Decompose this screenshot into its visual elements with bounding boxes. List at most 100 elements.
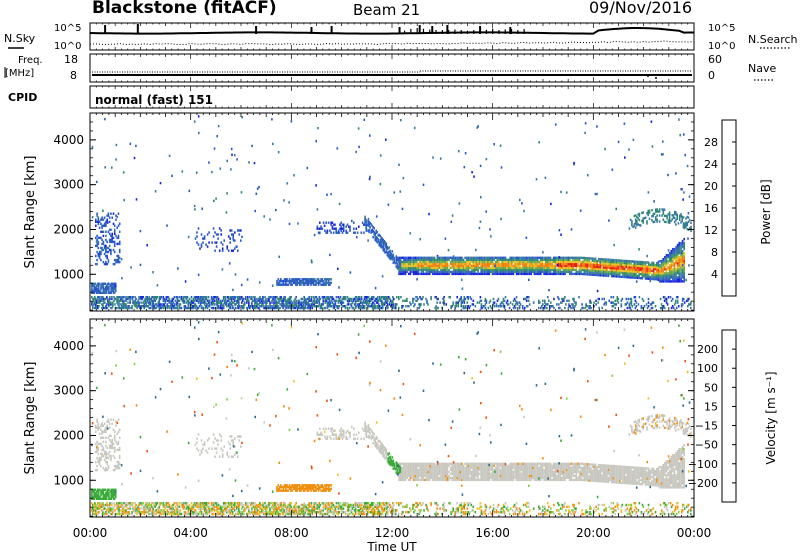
- date-label: 09/Nov/2016: [589, 0, 692, 17]
- heatmap-cell: [629, 276, 631, 278]
- heatmap-cell: [411, 463, 413, 465]
- heatmap-cell: [512, 303, 514, 305]
- heatmap-cell: [526, 257, 528, 259]
- heatmap-cell: [205, 243, 207, 245]
- heatmap-cell: [443, 300, 445, 302]
- heatmap-cell: [667, 272, 669, 274]
- heatmap-cell: [243, 298, 245, 300]
- heatmap-cell: [248, 161, 250, 163]
- heatmap-cell: [661, 260, 663, 262]
- heatmap-cell: [400, 257, 402, 259]
- heatmap-cell: [455, 261, 457, 263]
- heatmap-cell: [254, 296, 256, 298]
- heatmap-cell: [614, 259, 616, 261]
- heatmap-cell: [375, 305, 377, 307]
- heatmap-cell: [501, 257, 503, 259]
- heatmap-cell: [664, 276, 666, 278]
- heatmap-cell: [105, 235, 107, 237]
- heatmap-cell: [198, 227, 200, 229]
- heatmap-cell: [680, 242, 682, 244]
- heatmap-cell: [413, 463, 415, 465]
- heatmap-cell: [226, 245, 228, 247]
- heatmap-cell: [114, 251, 116, 253]
- heatmap-cell: [659, 260, 661, 262]
- heatmap-cell: [119, 257, 121, 259]
- heatmap-cell: [231, 229, 233, 231]
- heatmap-cell: [272, 143, 274, 145]
- heatmap-cell: [220, 233, 222, 235]
- heatmap-cell: [447, 467, 449, 469]
- heatmap-cell: [678, 222, 680, 224]
- heatmap-cell: [651, 270, 653, 272]
- heatmap-cell: [108, 259, 110, 261]
- heatmap-cell: [364, 305, 366, 307]
- heatmap-cell: [536, 178, 538, 180]
- heatmap-cell: [580, 261, 582, 263]
- heatmap-cell: [405, 463, 407, 465]
- heatmap-cell: [624, 123, 626, 125]
- heatmap-cell: [439, 271, 441, 273]
- heatmap-cell: [416, 261, 418, 263]
- heatmap-cell: [463, 259, 465, 261]
- heatmap-cell: [98, 241, 100, 243]
- heatmap-cell: [646, 269, 648, 271]
- heatmap-cell: [629, 260, 631, 262]
- heatmap-cell: [526, 237, 528, 239]
- heatmap-cell: [526, 261, 528, 263]
- heatmap-cell: [231, 250, 233, 252]
- heatmap-cell: [521, 257, 523, 259]
- heatmap-cell: [616, 259, 618, 261]
- heatmap-cell: [117, 216, 119, 218]
- heatmap-cell: [357, 232, 359, 234]
- heatmap-cell: [418, 263, 420, 265]
- heatmap-cell: [675, 268, 677, 270]
- heatmap-cell: [664, 264, 666, 266]
- heatmap-cell: [651, 209, 653, 211]
- heatmap-cell: [511, 261, 513, 263]
- heatmap-cell: [597, 301, 599, 303]
- heatmap-cell: [668, 296, 670, 298]
- heatmap-cell: [672, 248, 674, 250]
- heatmap-cell: [487, 261, 489, 263]
- heatmap-cell: [596, 125, 598, 127]
- heatmap-cell: [476, 257, 478, 259]
- heatmap-cell: [416, 257, 418, 259]
- heatmap-cell: [509, 307, 511, 309]
- heatmap-cell: [208, 296, 210, 298]
- heatmap-cell: [542, 257, 544, 259]
- heatmap-cell: [289, 223, 291, 225]
- heatmap-cell: [604, 148, 606, 150]
- heatmap-cell: [336, 300, 338, 302]
- heatmap-cell: [279, 307, 281, 309]
- heatmap-cell: [493, 257, 495, 259]
- heatmap-cell: [550, 203, 552, 205]
- heatmap-cell: [597, 290, 599, 292]
- heatmap-cell: [627, 307, 629, 309]
- heatmap-cell: [674, 217, 676, 219]
- heatmap-cell: [676, 216, 678, 218]
- heatmap-cell: [214, 250, 216, 252]
- heatmap-cell: [513, 471, 515, 473]
- heatmap-cell: [474, 463, 476, 465]
- heatmap-cell: [222, 247, 224, 249]
- heatmap-cell: [373, 296, 375, 298]
- heatmap-cell: [542, 303, 544, 305]
- heatmap-cell: [231, 233, 233, 235]
- heatmap-cell: [405, 261, 407, 263]
- heatmap-cell: [416, 467, 418, 469]
- heatmap-cell: [237, 229, 239, 231]
- heatmap-cell: [492, 467, 494, 469]
- heatmap-cell: [551, 259, 553, 261]
- heatmap-cell: [477, 257, 479, 259]
- heatmap-cell: [669, 264, 671, 266]
- heatmap-cell: [577, 261, 579, 263]
- heatmap-cell: [329, 254, 331, 256]
- heatmap-cell: [456, 463, 458, 465]
- heatmap-cell: [640, 277, 642, 279]
- heatmap-cell: [109, 245, 111, 247]
- heatmap-cell: [363, 232, 365, 234]
- heatmap-cell: [659, 210, 661, 212]
- heatmap-cell: [667, 266, 669, 268]
- heatmap-cell: [424, 463, 426, 465]
- heatmap-cell: [556, 269, 558, 271]
